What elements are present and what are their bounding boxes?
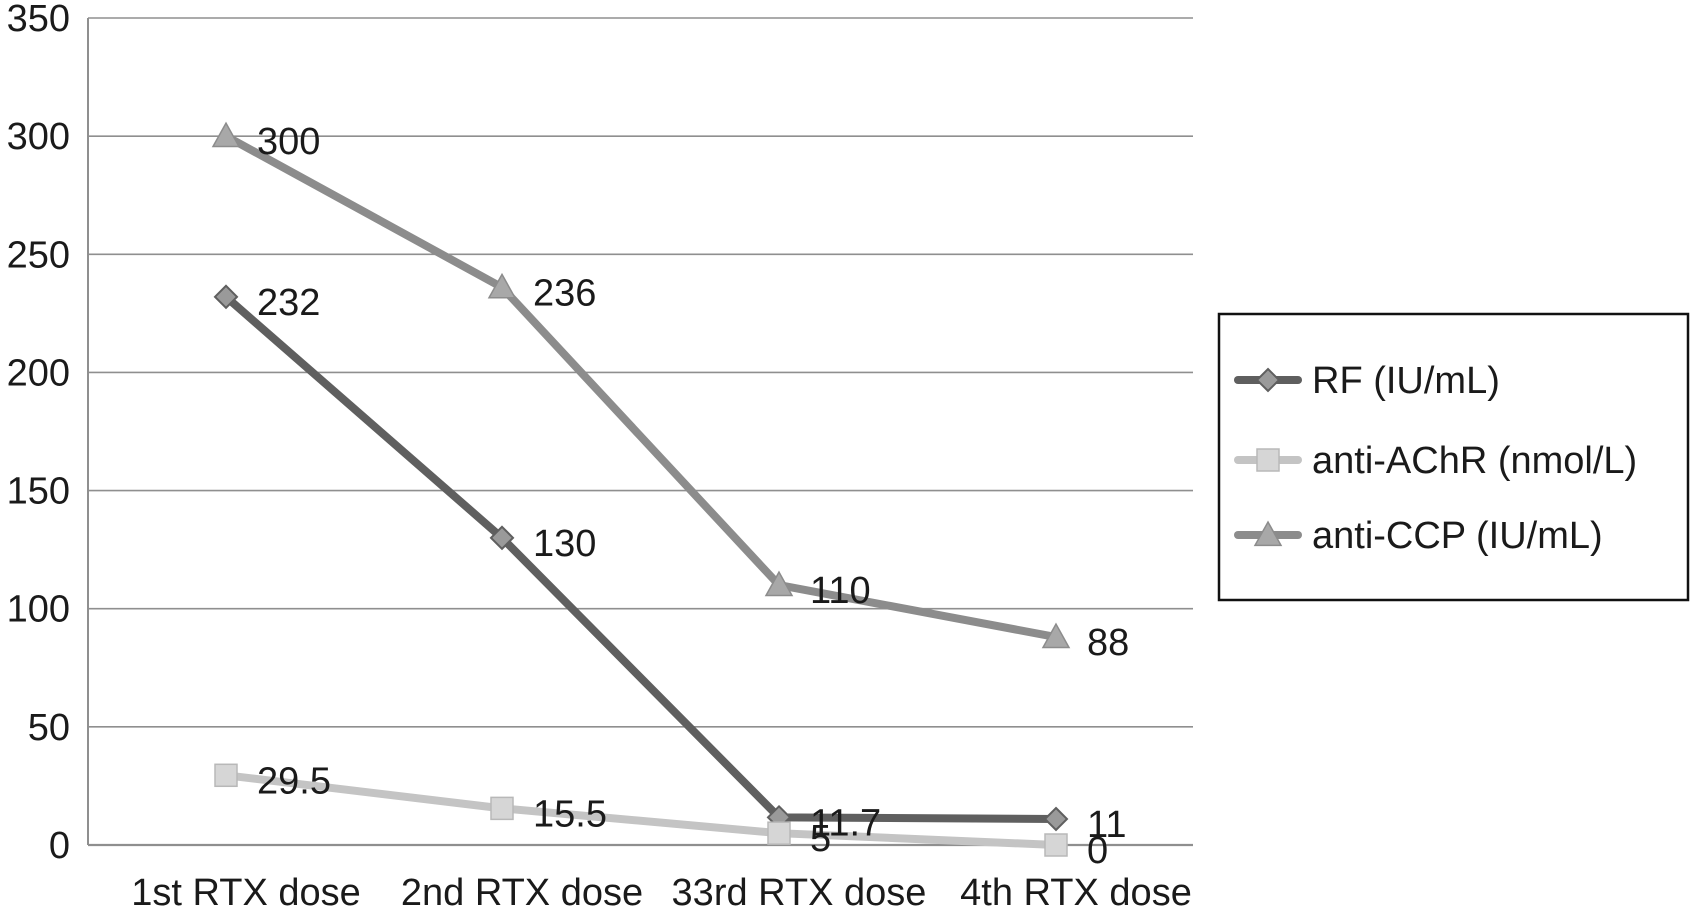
data-label: 130: [533, 523, 596, 565]
data-label: 15.5: [533, 793, 607, 835]
x-tick-label: 1st RTX dose: [131, 872, 361, 913]
legend-marker: [1253, 520, 1283, 547]
data-point: [1043, 806, 1069, 832]
legend-label: RF (IU/mL): [1312, 360, 1500, 402]
data-point: [211, 121, 241, 148]
data-point: [489, 525, 515, 551]
series-line-0: [222, 292, 1060, 824]
y-tick-label: 300: [7, 116, 70, 158]
y-tick-label: 0: [49, 825, 70, 867]
series-line-1: [222, 771, 1060, 849]
data-label: 0: [1087, 830, 1108, 872]
data-label: 236: [533, 272, 596, 314]
x-tick-label: 4th RTX dose: [960, 872, 1192, 913]
y-tick-label: 50: [28, 707, 70, 749]
y-tick-label: 100: [7, 589, 70, 631]
data-point: [487, 272, 517, 299]
y-tick-labels: 0 50 100 150 200 250 300 350: [7, 0, 70, 867]
series-markers: [211, 121, 1071, 857]
data-label: 11: [1087, 804, 1126, 846]
data-label: 88: [1087, 622, 1129, 664]
data-point: [767, 821, 791, 845]
legend: RF (IU/mL) anti-AChR (nmol/L) anti-CCP (IU…: [1217, 312, 1690, 602]
y-tick-label: 250: [7, 234, 70, 276]
data-label: 110: [810, 570, 871, 612]
legend-label: anti-CCP (IU/mL): [1312, 515, 1603, 557]
data-label: 232: [257, 282, 320, 324]
data-point: [214, 763, 238, 788]
legend-marker: [1255, 367, 1281, 393]
data-label: 29.5: [257, 760, 331, 802]
data-point: [213, 284, 239, 310]
series-lines: [222, 132, 1060, 849]
x-tick-labels: 1st RTX dose 2nd RTX dose 33rd RTX dose 4th…: [131, 872, 1192, 913]
legend-label: anti-AChR (nmol/L): [1312, 440, 1637, 482]
data-label: 300: [257, 121, 320, 163]
data-point: [490, 796, 514, 821]
x-tick-label: 2nd RTX dose: [401, 872, 643, 913]
series-line-2: [222, 132, 1060, 642]
legend-marker: [1256, 448, 1280, 472]
data-point: [1044, 833, 1068, 857]
data-label: 5: [810, 818, 831, 860]
y-tick-label: 200: [7, 352, 70, 394]
gridlines: [88, 17, 1193, 728]
y-tick-label: 350: [7, 0, 70, 40]
y-tick-label: 150: [7, 471, 70, 513]
x-tick-label: 33rd RTX dose: [672, 872, 927, 913]
data-point: [764, 570, 794, 597]
data-labels: 232 130 11.7 11 29.5 15.5 5 0 300 236 110 88: [257, 121, 1129, 872]
data-label: 11.7: [810, 802, 881, 844]
data-point: [1041, 622, 1071, 649]
